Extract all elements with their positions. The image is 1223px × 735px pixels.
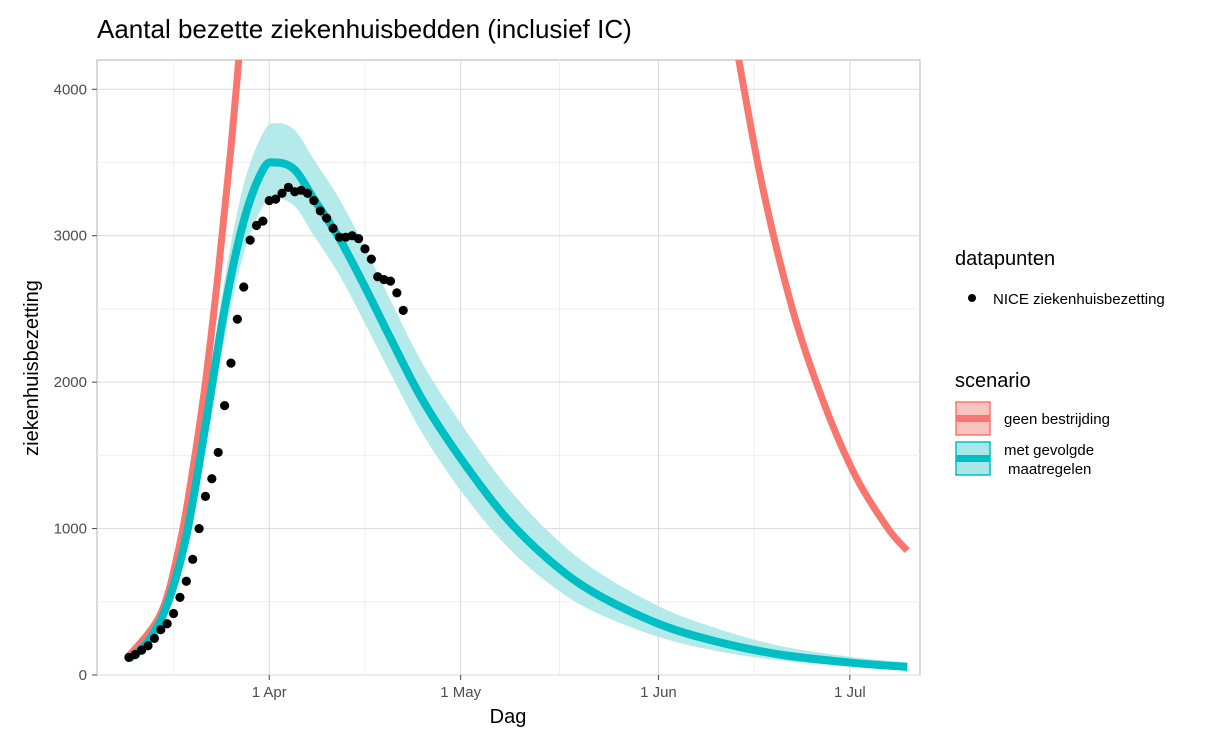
y-tick-label: 1000 [54,521,87,538]
data-point [149,633,160,643]
series-line-maatregelen [126,158,908,671]
y-tick-label: 4000 [54,81,87,98]
data-point [328,223,338,233]
data-point [194,523,204,534]
x-tick-label: 1 Apr [252,684,287,701]
data-point [309,195,319,206]
data-point [322,213,332,223]
y-tick-label: 2000 [54,374,87,391]
series-line-geen-bestrijding [735,60,910,553]
data-point [392,288,402,298]
data-point [156,625,166,635]
data-point [385,276,396,286]
data-point [213,447,223,458]
x-tick-label: 1 Jul [834,684,866,701]
data-point [245,235,255,245]
plot-marks [124,60,910,671]
y-tick-label: 3000 [54,228,87,245]
data-point [360,244,370,254]
data-point [219,400,230,411]
y-tick-label: 0 [79,667,87,684]
data-point [207,474,217,484]
data-point [334,232,345,242]
data-point [271,194,281,204]
legend-label-maatregelen-2: maatregelen [1008,461,1091,478]
x-axis-label: Dag [490,706,527,728]
data-point [353,234,364,244]
legend-label-nice: NICE ziekenhuisbezetting [993,291,1165,308]
x-tick-label: 1 May [440,684,481,701]
data-point [162,619,172,629]
x-axis: 1 Apr 1 May 1 Jun 1 Jul [252,675,866,701]
data-point [239,282,249,292]
data-point [200,491,211,501]
legend-key-points [968,294,976,302]
data-point [366,254,376,264]
data-point [302,188,313,198]
legend-title-scenario: scenario [955,370,1031,392]
x-tick-label: 1 Jun [640,684,677,701]
chart-title: Aantal bezette ziekenhuisbedden (inclusi… [97,14,632,44]
y-axis-label: ziekenhuisbezetting [21,280,43,456]
data-point [258,216,268,226]
legend: datapunten NICE ziekenhuisbezetting scen… [955,248,1165,478]
data-point [232,314,242,324]
data-point [315,206,325,216]
data-point [143,641,153,651]
data-point [181,576,191,586]
legend-title-datapunten: datapunten [955,248,1055,270]
legend-label-geen-bestrijding: geen bestrijding [1004,411,1110,428]
data-point [168,608,179,619]
data-point [226,358,236,368]
legend-label-maatregelen-1: met gevolgde [1004,442,1094,459]
data-point [175,592,185,602]
data-point [398,305,408,315]
y-axis: 0 1000 2000 3000 4000 [54,81,97,684]
data-point [277,188,287,198]
plot-panel [96,59,921,676]
data-point [188,554,198,564]
